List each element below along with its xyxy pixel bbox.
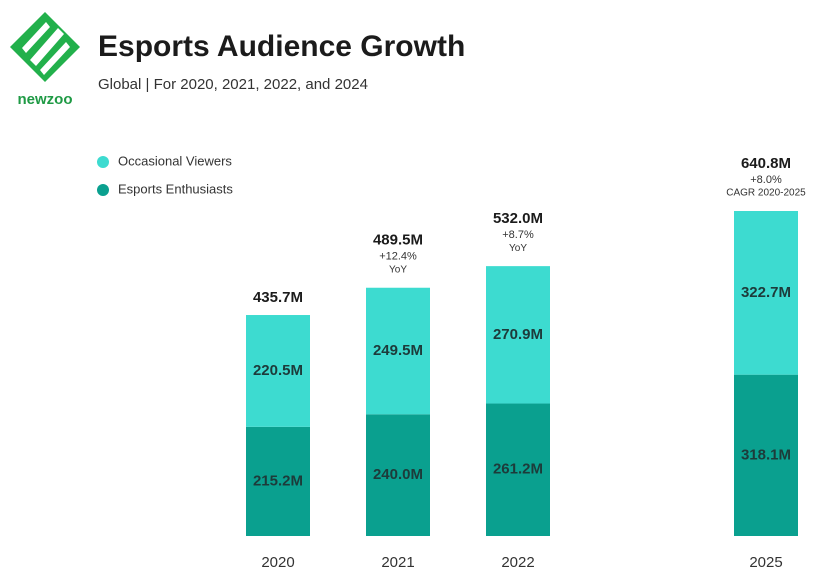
bar-segment — [734, 374, 798, 536]
brand: newzoo — [18, 91, 73, 108]
value-label: 322.7M — [741, 284, 791, 301]
value-label: 318.1M — [741, 446, 791, 463]
value-label: 220.5M — [253, 362, 303, 379]
bar-segment — [486, 403, 550, 536]
legend-marker — [97, 184, 109, 196]
growth-note: YoY — [389, 264, 407, 275]
bar-segment — [366, 414, 430, 536]
bar-segment — [486, 266, 550, 404]
growth-note: CAGR 2020-2025 — [726, 188, 806, 199]
legend-marker — [97, 156, 109, 168]
chart-subtitle: Global | For 2020, 2021, 2022, and 2024 — [98, 76, 368, 93]
x-tick-label: 2022 — [501, 554, 534, 571]
bar-segment — [246, 315, 310, 427]
legend-label: Esports Enthusiasts — [118, 181, 233, 196]
x-tick-label: 2025 — [749, 554, 782, 571]
total-label: 489.5M — [373, 232, 423, 249]
value-label: 249.5M — [373, 342, 423, 359]
bar-segment — [734, 211, 798, 375]
growth-note: YoY — [509, 243, 527, 254]
growth-label: +12.4% — [379, 251, 417, 263]
total-label: 435.7M — [253, 289, 303, 306]
chart-title: Esports Audience Growth — [98, 30, 465, 63]
logo — [10, 12, 80, 82]
value-label: 261.2M — [493, 461, 543, 478]
x-tick-label: 2021 — [381, 554, 414, 571]
bar-segment — [366, 287, 430, 415]
value-label: 240.0M — [373, 466, 423, 483]
x-tick-label: 2020 — [261, 554, 294, 571]
bar-segment — [246, 426, 310, 536]
growth-label: +8.0% — [750, 174, 782, 186]
total-label: 532.0M — [493, 210, 543, 227]
total-label: 640.8M — [741, 155, 791, 172]
value-label: 270.9M — [493, 326, 543, 343]
legend-label: Occasional Viewers — [118, 153, 232, 168]
value-label: 215.2M — [253, 472, 303, 489]
growth-label: +8.7% — [502, 229, 534, 241]
